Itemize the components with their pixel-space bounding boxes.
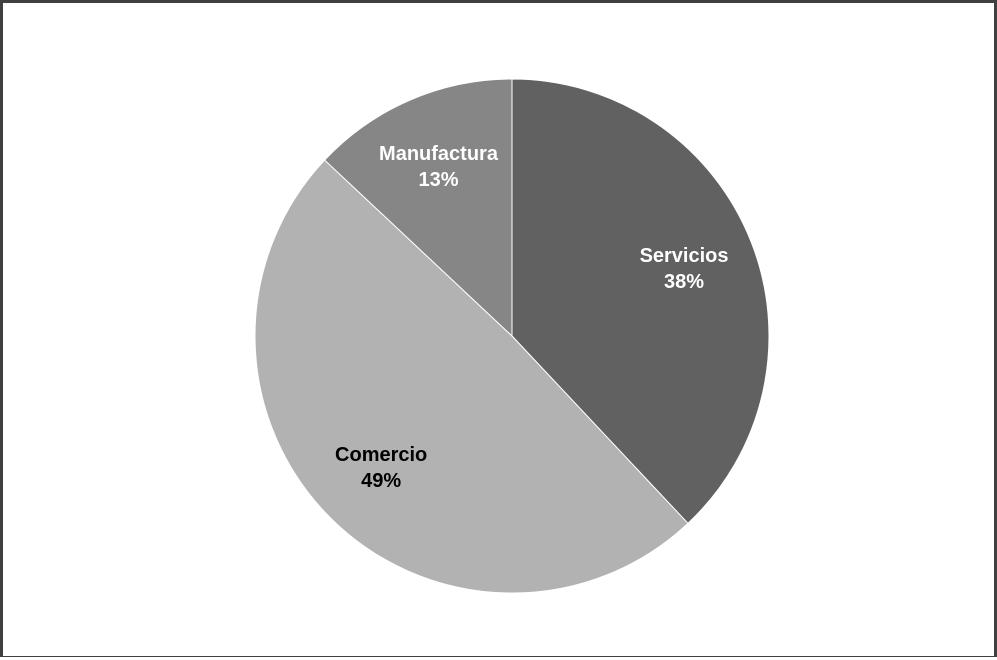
slice-label-manufactura: Manufactura <box>379 143 499 165</box>
pie-slice-comercio <box>254 159 689 594</box>
pie-chart: Servicios 38% Comercio 49% Manufactura 13% <box>254 78 770 594</box>
slice-label-comercio: Comercio <box>335 444 427 466</box>
slice-value-servicios: 38% <box>664 271 704 293</box>
slice-value-comercio: 49% <box>361 470 401 492</box>
slices-layer <box>254 78 770 594</box>
pie-slice-manufactura <box>323 78 513 338</box>
slice-value-manufactura: 13% <box>418 169 458 191</box>
slice-label-servicios: Servicios <box>640 245 729 267</box>
pie-slice-servicios <box>511 78 770 525</box>
labels-layer: Servicios 38% Comercio 49% Manufactura 13% <box>335 143 728 492</box>
